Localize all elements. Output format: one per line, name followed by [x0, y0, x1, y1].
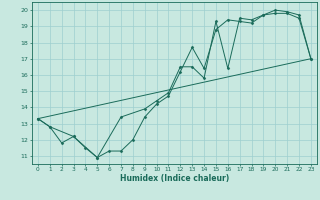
- X-axis label: Humidex (Indice chaleur): Humidex (Indice chaleur): [120, 174, 229, 183]
